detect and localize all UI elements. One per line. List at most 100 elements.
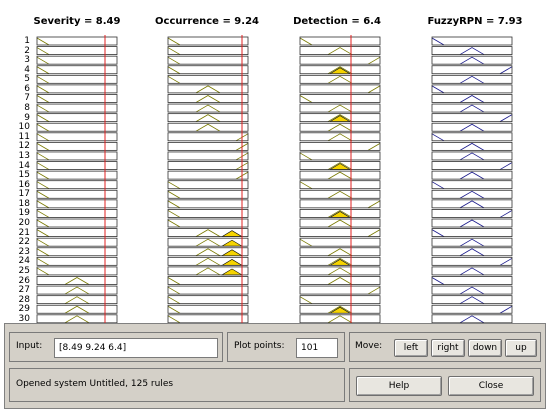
rule-box: [431, 218, 513, 228]
rule-12-var-2: [167, 141, 249, 151]
membership-function: [499, 210, 513, 218]
rule-21-var-4: [431, 228, 513, 238]
membership-function: [459, 95, 485, 103]
rule-box: [36, 65, 118, 75]
rule-number: 21: [18, 227, 30, 238]
membership-function: [36, 133, 50, 142]
membership-function: [327, 114, 353, 122]
rule-10-var-1: [36, 122, 118, 132]
rule-box: [431, 256, 513, 266]
plot-points-frame: Plot points: 101: [227, 332, 345, 362]
membership-function: [167, 210, 181, 218]
help-button[interactable]: Help: [356, 376, 442, 396]
rule-18-var-3: [299, 199, 381, 209]
rule-28-var-1: [36, 295, 118, 305]
rule-box: [299, 189, 381, 199]
rule-box: [431, 113, 513, 123]
close-button[interactable]: Close: [448, 376, 534, 396]
move-frame: Move: left right down up: [349, 332, 541, 362]
rule-box: [36, 266, 118, 276]
rule-25-var-3: [299, 266, 381, 276]
rule-box: [36, 237, 118, 247]
rule-17-var-4: [431, 189, 513, 199]
fuzzyrpn-title: FuzzyRPN = 7.93: [427, 16, 523, 27]
rule-box: [299, 180, 381, 190]
input-frame: Input: [8.49 9.24 6.4]: [9, 332, 223, 362]
rule-box: [431, 141, 513, 151]
rule-box: [36, 46, 118, 55]
rule-box: [299, 36, 381, 46]
rule-box: [431, 266, 513, 276]
rule-number: 1: [24, 36, 30, 46]
rule-21-var-3: [299, 228, 381, 238]
input-field[interactable]: [8.49 9.24 6.4]: [54, 338, 218, 358]
rule-number: 9: [24, 112, 30, 123]
rule-number: 24: [18, 256, 30, 267]
aggregated-fill: [220, 230, 244, 237]
move-right-button[interactable]: right: [431, 339, 465, 357]
move-left-button[interactable]: left: [394, 339, 428, 357]
rule-17-var-3: [299, 189, 381, 199]
rule-box: [167, 132, 249, 142]
rule-13-var-2: [167, 151, 249, 161]
membership-function: [459, 171, 485, 180]
membership-function: [327, 66, 353, 75]
rule-box: [167, 113, 249, 123]
membership-function: [167, 181, 181, 190]
rule-box: [167, 84, 249, 94]
rule-box: [431, 103, 513, 113]
membership-function: [195, 229, 221, 237]
rule-box: [299, 218, 381, 228]
rule-box: [431, 228, 513, 238]
rule-box: [36, 36, 118, 46]
rule-15-var-4: [431, 170, 513, 180]
rule-box: [431, 94, 513, 103]
membership-function: [499, 66, 513, 75]
rule-box: [167, 276, 249, 285]
rule-box: [299, 228, 381, 238]
membership-function: [167, 296, 181, 305]
membership-function: [431, 181, 445, 190]
rule-number: 8: [24, 103, 30, 114]
membership-function: [459, 238, 485, 247]
rule-number: 25: [18, 265, 30, 276]
control-panel: Input: [8.49 9.24 6.4] Plot points: 101 …: [4, 323, 546, 409]
rule-number: 2: [24, 45, 30, 56]
rule-box: [36, 314, 118, 323]
membership-function: [327, 277, 353, 285]
membership-function: [459, 75, 485, 84]
membership-function: [431, 37, 445, 46]
rule-box: [431, 189, 513, 199]
rule-box: [167, 55, 249, 65]
move-label: Move:: [355, 341, 383, 351]
membership-function: [64, 315, 90, 323]
rule-box: [299, 65, 381, 75]
membership-function: [36, 267, 50, 276]
membership-function: [327, 123, 353, 132]
membership-function: [459, 190, 485, 199]
membership-function: [327, 315, 353, 323]
plot-points-field[interactable]: 101: [296, 338, 338, 358]
rule-13-var-4: [431, 151, 513, 161]
membership-function: [36, 104, 50, 113]
move-down-button[interactable]: down: [468, 339, 502, 357]
move-up-button[interactable]: up: [505, 339, 537, 357]
rule-box: [299, 304, 381, 314]
rule-25-var-2: [167, 266, 249, 276]
rule-9-var-4: [431, 113, 513, 123]
status-frame: Opened system Untitled, 125 rules: [9, 368, 345, 402]
membership-function: [459, 104, 485, 113]
membership-function: [327, 219, 353, 228]
rule-24-var-4: [431, 256, 513, 266]
rule-box: [431, 84, 513, 94]
rule-8-var-1: [36, 103, 118, 113]
rule-number: 17: [18, 189, 30, 200]
rule-number: 6: [24, 83, 30, 94]
membership-function: [367, 229, 381, 237]
rule-box: [431, 199, 513, 209]
rule-box: [167, 94, 249, 103]
rule-number: 20: [18, 218, 30, 229]
rule-5-var-3: [299, 74, 381, 84]
rule-4-var-4: [431, 65, 513, 75]
